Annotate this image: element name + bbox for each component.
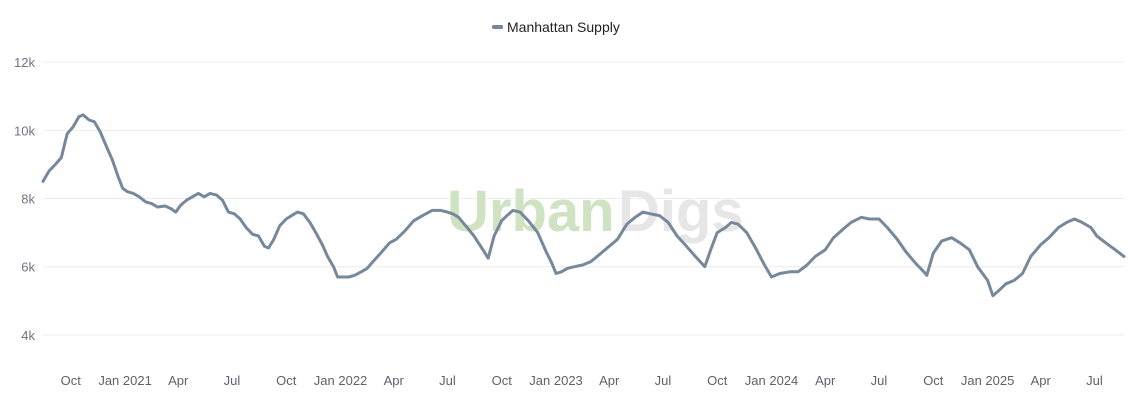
series-line-manhattan-supply[interactable] (41, 113, 1126, 298)
x-tick-label: Jul (1086, 373, 1103, 388)
x-tick-label: Jul (655, 373, 672, 388)
y-tick-label: 6k (21, 260, 35, 275)
x-tick-label: Jan 2025 (961, 373, 1015, 388)
x-tick-label: Apr (599, 373, 620, 388)
x-tick-label: Oct (707, 373, 728, 388)
x-tick-label: Apr (168, 373, 189, 388)
x-tick-label: Jan 2023 (529, 373, 583, 388)
y-tick-label: 10k (14, 123, 35, 138)
watermark-urban: Urban (447, 179, 615, 244)
legend-label[interactable]: Manhattan Supply (507, 19, 620, 35)
x-tick-label: Oct (923, 373, 944, 388)
x-tick-label: Apr (815, 373, 836, 388)
x-tick-label: Apr (1031, 373, 1052, 388)
watermark: Urban Digs (447, 179, 744, 244)
y-tick-label: 8k (21, 192, 35, 207)
x-tick-label: Oct (492, 373, 513, 388)
series-layer (41, 113, 1126, 298)
legend-swatch (492, 25, 503, 29)
watermark-digs: Digs (618, 179, 744, 244)
x-tick-label: Oct (276, 373, 297, 388)
x-tick-label: Jul (224, 373, 241, 388)
x-tick-label: Oct (61, 373, 82, 388)
x-tick-label: Apr (384, 373, 405, 388)
y-tick-label: 12k (14, 55, 35, 70)
x-tick-label: Jul (439, 373, 456, 388)
y-axis-ticks: 4k 6k 8k 10k 12k (14, 55, 35, 343)
x-tick-label: Jan 2024 (745, 373, 799, 388)
x-tick-label: Jan 2022 (314, 373, 368, 388)
x-axis-ticks: Oct Jan 2021 Apr Jul Oct Jan 2022 Apr Jul Oct Jan… (61, 373, 1103, 388)
grid-lines (43, 61, 1124, 336)
x-tick-label: Jul (871, 373, 888, 388)
legend[interactable]: Manhattan Supply (492, 19, 620, 35)
x-tick-label: Jan 2021 (98, 373, 152, 388)
y-tick-label: 4k (21, 328, 35, 343)
